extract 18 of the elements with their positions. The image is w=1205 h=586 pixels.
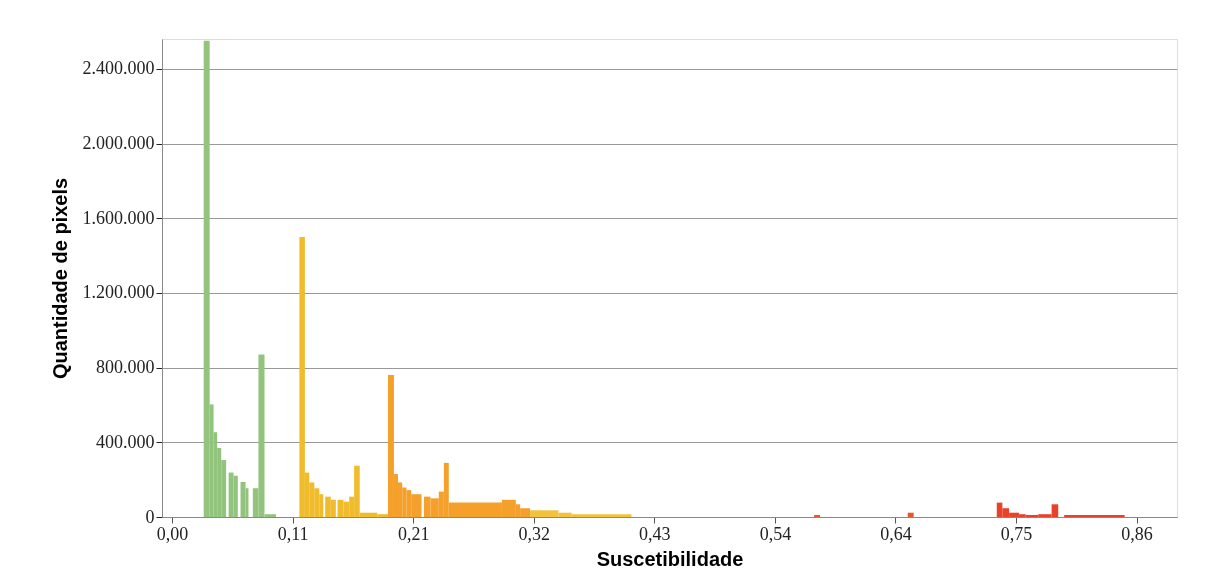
x-tick-label: 0,75: [1000, 523, 1033, 544]
x-tick-label: 0,00: [156, 523, 189, 544]
x-tick-label: 0,43: [639, 523, 671, 544]
x-tick-label: 0,54: [759, 523, 792, 544]
x-tick-label: 0,21: [397, 523, 430, 544]
x-tick-label: 0,32: [518, 523, 551, 544]
y-axis-title: Quantidade de pixels: [48, 177, 71, 380]
y-tick-label: 400.000: [96, 431, 155, 452]
x-axis-title: Suscetibilidade: [596, 547, 744, 570]
x-tick-label: 0,11: [277, 523, 309, 544]
y-tick-label: 1.600.000: [82, 207, 155, 228]
y-tick-label: 2.400.000: [82, 58, 155, 79]
y-tick-label: 2.000.000: [82, 133, 155, 154]
y-tick-label: 0: [145, 506, 155, 527]
x-tick-label: 0,86: [1121, 523, 1153, 544]
y-tick-label: 1.200.000: [82, 282, 155, 303]
y-tick-label: 800.000: [96, 357, 155, 378]
x-tick-label: 0,64: [880, 523, 912, 544]
